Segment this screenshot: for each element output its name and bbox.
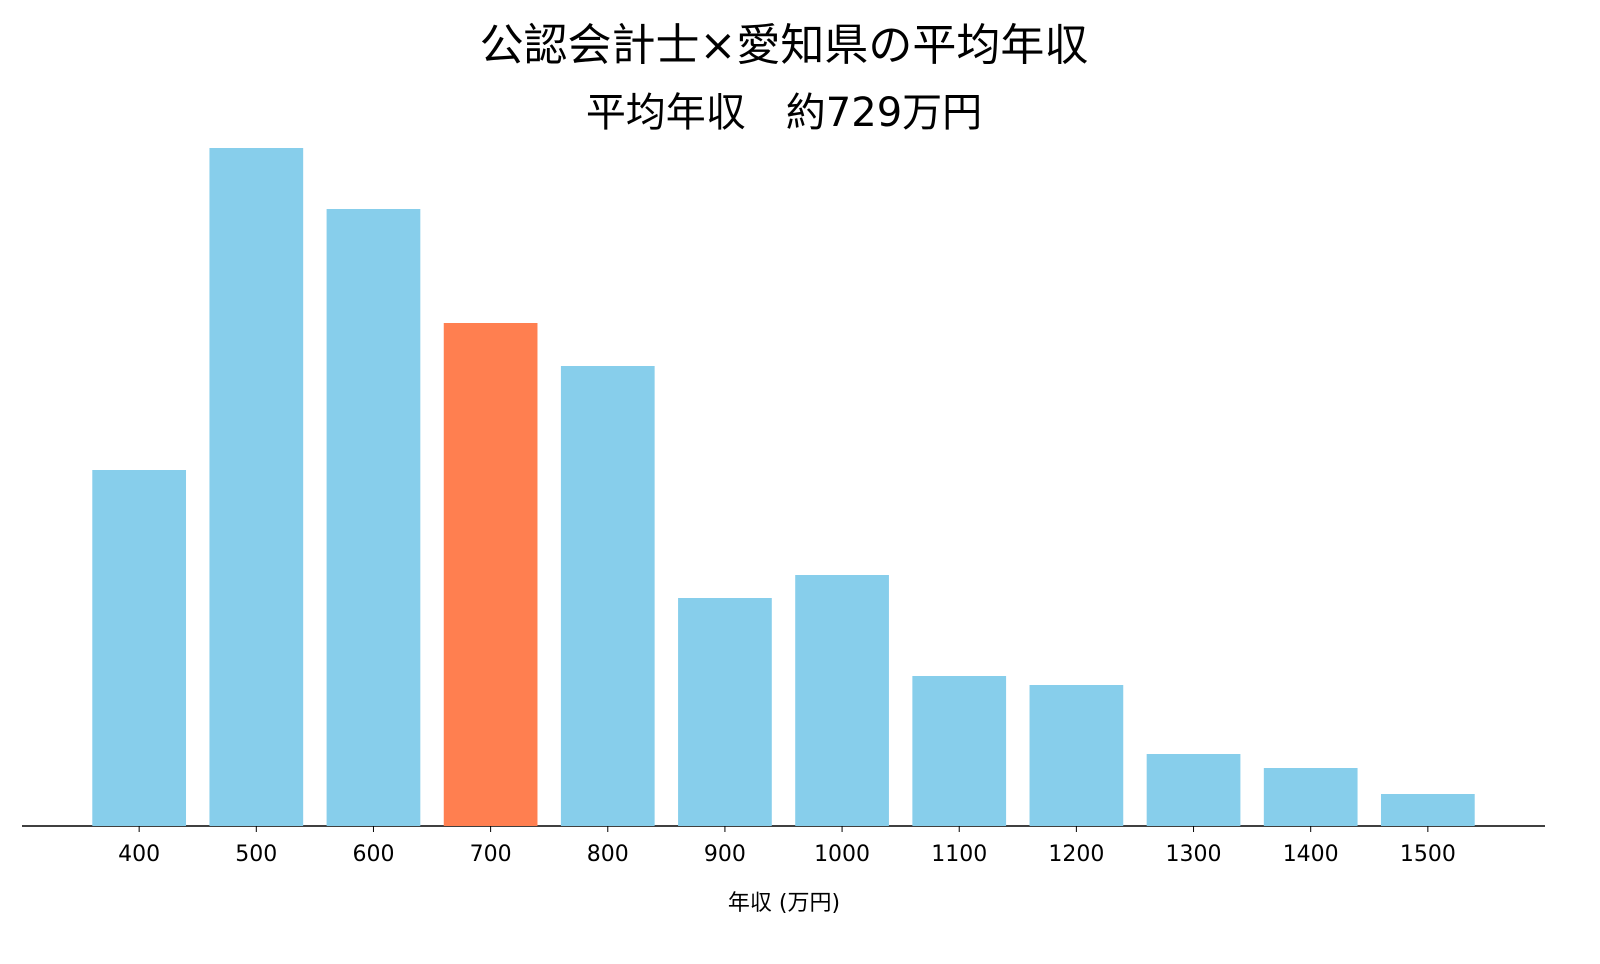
bar <box>560 366 655 826</box>
x-tick-label: 1200 <box>1048 842 1104 867</box>
bar <box>443 323 538 826</box>
x-tick-label: 500 <box>235 842 277 867</box>
x-tick-label: 700 <box>470 842 512 867</box>
bar <box>326 209 421 826</box>
bar <box>1263 768 1358 826</box>
x-tick-label: 1300 <box>1166 842 1222 867</box>
bar <box>1380 794 1475 826</box>
bar <box>1029 685 1124 826</box>
bar <box>912 676 1007 826</box>
bar <box>1146 754 1241 826</box>
x-axis-label: 年収 (万円) <box>728 891 840 916</box>
x-tick-label: 1000 <box>814 842 870 867</box>
x-tick-label: 800 <box>587 842 629 867</box>
bar <box>795 575 889 826</box>
bar <box>678 598 772 826</box>
chart-subtitle: 平均年収 約729万円 <box>586 90 982 136</box>
x-tick-label: 900 <box>704 842 746 867</box>
x-tick-label: 1100 <box>931 842 987 867</box>
x-tick-label: 1500 <box>1400 842 1456 867</box>
x-tick-label: 1400 <box>1283 842 1339 867</box>
bar <box>92 470 187 826</box>
x-tick-label: 600 <box>352 842 394 867</box>
x-tick-label: 400 <box>118 842 160 867</box>
chart-title: 公認会計士×愛知県の平均年収 <box>480 20 1089 71</box>
bar <box>209 148 304 826</box>
